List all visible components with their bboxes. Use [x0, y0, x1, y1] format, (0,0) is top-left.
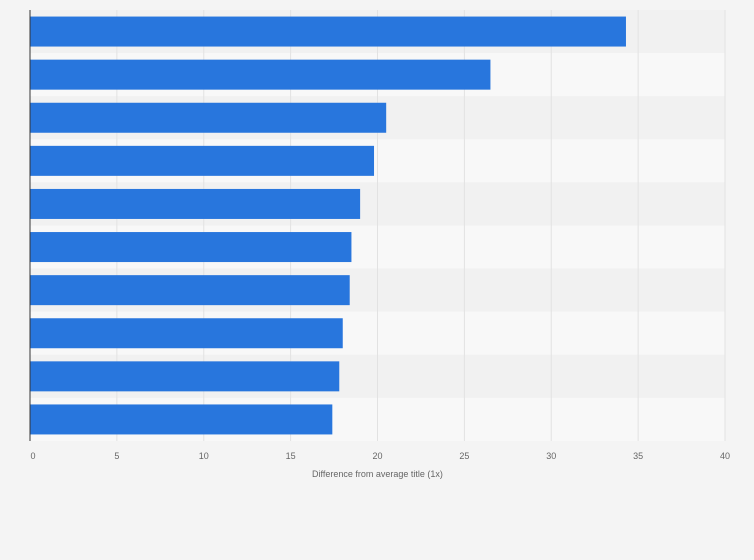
- bar: [30, 103, 386, 133]
- x-tick-label: 10: [199, 451, 209, 461]
- bar: [30, 275, 350, 305]
- bar: [30, 361, 339, 391]
- bar: [30, 404, 332, 434]
- bar: [30, 17, 626, 47]
- x-tick-label: 20: [372, 451, 382, 461]
- x-tick-label: 15: [286, 451, 296, 461]
- x-axis-label: Difference from average title (1x): [312, 469, 443, 479]
- bar: [30, 189, 360, 219]
- x-tick-label: 40: [720, 451, 730, 461]
- x-tick-label: 35: [633, 451, 643, 461]
- x-tick-label: 5: [114, 451, 119, 461]
- bar: [30, 232, 351, 262]
- x-tick-label: 0: [30, 451, 35, 461]
- bar: [30, 60, 490, 90]
- bar: [30, 146, 374, 176]
- bar: [30, 318, 343, 348]
- x-tick-label: 30: [546, 451, 556, 461]
- x-tick-label: 25: [459, 451, 469, 461]
